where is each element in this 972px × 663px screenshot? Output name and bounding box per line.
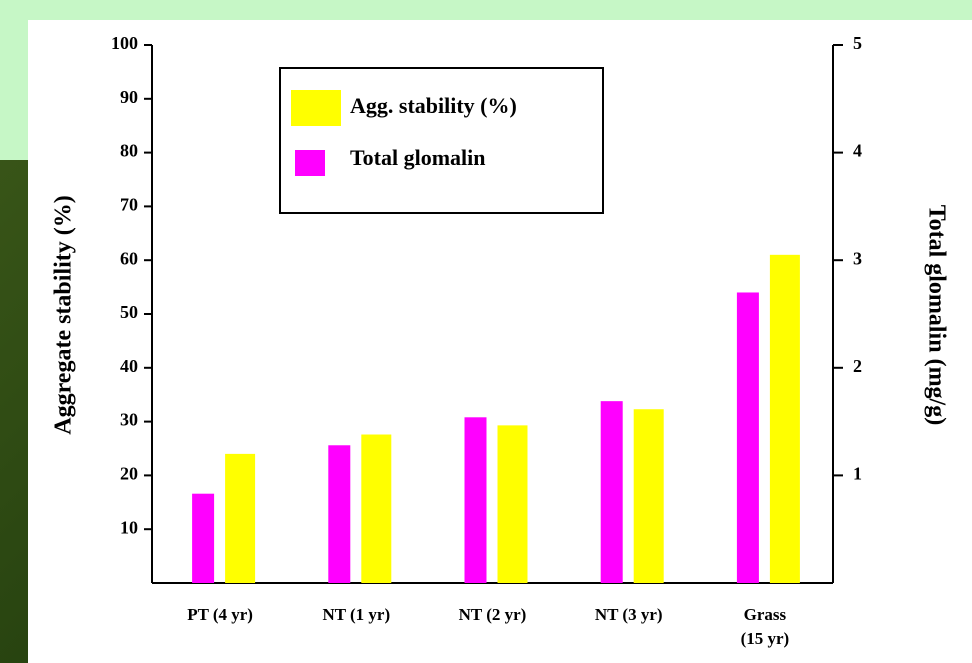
y2-axis-title: Total glomalin (mg/g) — [923, 205, 949, 425]
bar — [192, 493, 215, 583]
bar — [497, 425, 528, 583]
y-tick-label: 90 — [120, 87, 138, 107]
y-tick-label: 80 — [120, 141, 138, 161]
y2-tick-label: 5 — [853, 33, 862, 53]
x-tick-label: Grass (15 yr) — [740, 605, 790, 648]
bar — [600, 401, 623, 583]
y2-tick-label: 4 — [853, 141, 862, 161]
x-tick-label: NT (2 yr) — [458, 605, 527, 624]
y-tick-label: 20 — [120, 464, 138, 484]
bar — [361, 434, 392, 583]
y-tick-label: 70 — [120, 195, 138, 215]
legend-swatch — [295, 150, 325, 176]
bar — [736, 292, 759, 583]
y-tick-label: 100 — [111, 33, 138, 53]
y2-tick-label: 2 — [853, 356, 862, 376]
bar — [633, 409, 664, 583]
x-tick-label: PT (4 yr) — [187, 605, 253, 624]
y-tick-label: 60 — [120, 248, 138, 268]
bar — [328, 445, 351, 583]
bar — [225, 453, 256, 583]
bar — [464, 417, 487, 583]
y2-tick-label: 3 — [853, 248, 862, 268]
legend-swatch — [291, 90, 341, 126]
y2-tick-label: 1 — [853, 464, 862, 484]
y-axis-title: Aggregate stability (%) — [51, 195, 77, 435]
legend-box — [279, 67, 604, 214]
legend-label: Agg. stability (%) — [350, 93, 517, 118]
background-band — [0, 0, 972, 20]
x-tick-label: NT (1 yr) — [322, 605, 391, 624]
x-tick-label: NT (3 yr) — [594, 605, 663, 624]
y-tick-label: 10 — [120, 517, 138, 537]
bar — [769, 254, 800, 583]
y-tick-label: 30 — [120, 410, 138, 430]
y-tick-label: 50 — [120, 302, 138, 322]
y-tick-label: 40 — [120, 356, 138, 376]
legend-label: Total glomalin — [350, 145, 486, 170]
